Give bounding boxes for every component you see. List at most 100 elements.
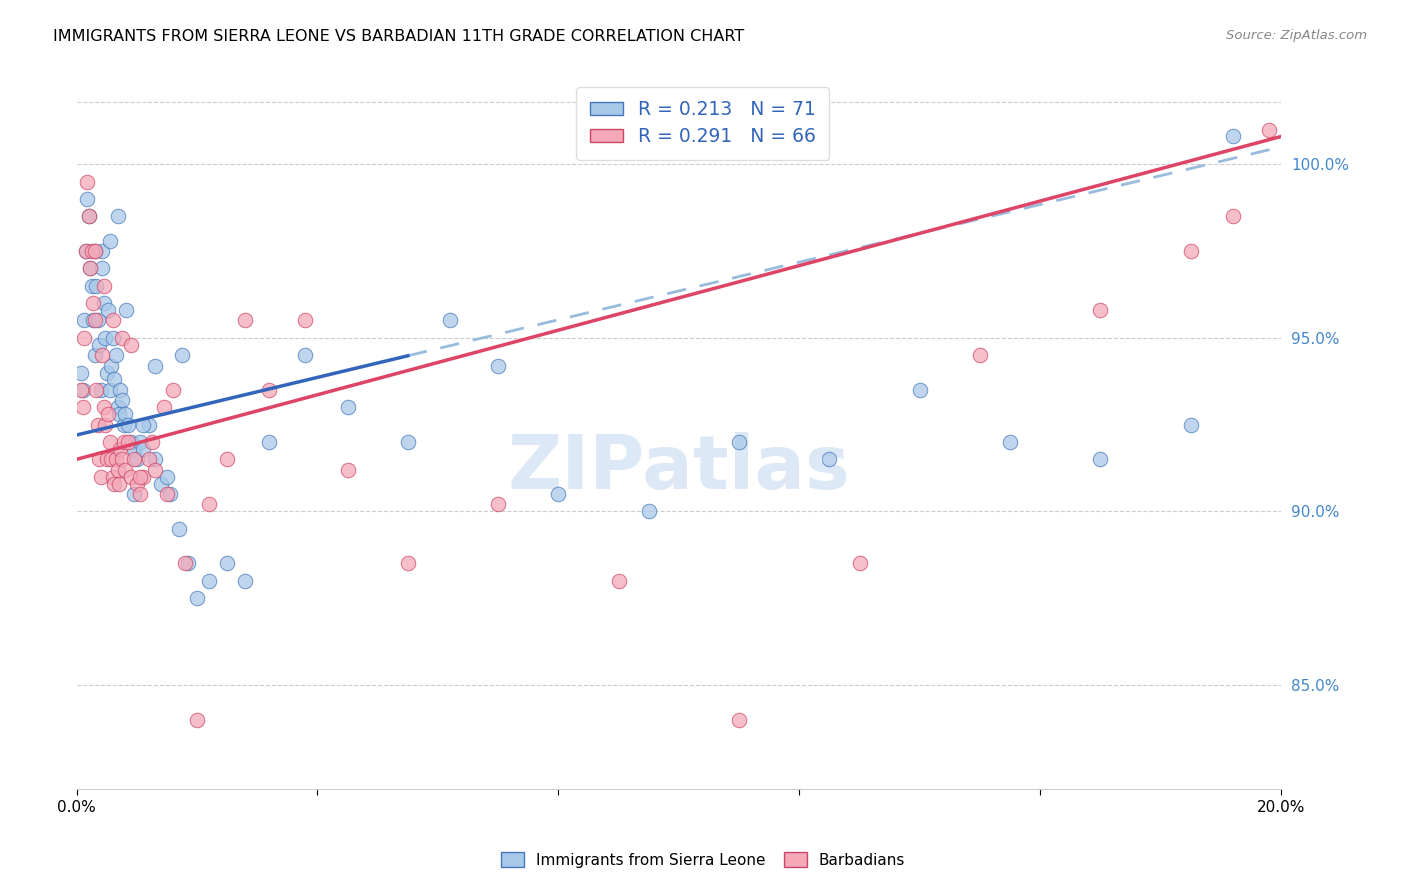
Point	[125, 476, 148, 491]
Point	[198, 498, 221, 512]
Point	[128, 434, 150, 449]
Point	[111, 452, 134, 467]
Point	[77, 209, 100, 223]
Point	[75, 244, 97, 258]
Point	[1222, 209, 1244, 223]
Point	[83, 313, 105, 327]
Point	[98, 383, 121, 397]
Point	[125, 452, 148, 467]
Point	[94, 331, 117, 345]
Point	[122, 452, 145, 467]
Point	[101, 331, 124, 345]
Point	[122, 487, 145, 501]
Point	[728, 434, 751, 449]
Point	[90, 469, 112, 483]
Point	[217, 452, 239, 467]
Point	[233, 574, 256, 588]
Point	[186, 591, 208, 606]
Point	[84, 383, 107, 397]
Point	[103, 476, 125, 491]
Point	[128, 469, 150, 483]
Point	[100, 359, 122, 373]
Point	[132, 442, 155, 456]
Point	[70, 383, 93, 397]
Point	[177, 557, 200, 571]
Point	[108, 442, 131, 456]
Point	[143, 452, 166, 467]
Point	[396, 557, 419, 571]
Point	[138, 452, 160, 467]
Point	[1090, 452, 1112, 467]
Point	[107, 401, 129, 415]
Point	[117, 434, 139, 449]
Text: Source: ZipAtlas.com: Source: ZipAtlas.com	[1226, 29, 1367, 42]
Point	[198, 574, 221, 588]
Point	[728, 713, 751, 727]
Point	[114, 463, 136, 477]
Point	[138, 417, 160, 432]
Point	[112, 417, 135, 432]
Point	[101, 469, 124, 483]
Point	[93, 296, 115, 310]
Point	[82, 313, 104, 327]
Point	[79, 261, 101, 276]
Point	[174, 557, 197, 571]
Point	[115, 303, 138, 318]
Point	[486, 359, 509, 373]
Point	[72, 383, 94, 397]
Point	[1180, 417, 1202, 432]
Point	[336, 463, 359, 477]
Point	[89, 338, 111, 352]
Text: ZIPatlas: ZIPatlas	[508, 433, 851, 506]
Point	[80, 278, 103, 293]
Point	[217, 557, 239, 571]
Point	[186, 713, 208, 727]
Point	[107, 407, 129, 421]
Point	[170, 348, 193, 362]
Point	[80, 244, 103, 258]
Point	[111, 331, 134, 345]
Text: IMMIGRANTS FROM SIERRA LEONE VS BARBADIAN 11TH GRADE CORRELATION CHART: IMMIGRANTS FROM SIERRA LEONE VS BARBADIA…	[53, 29, 745, 44]
Point	[100, 452, 122, 467]
Point	[141, 434, 163, 449]
Point	[153, 401, 176, 415]
Point	[294, 313, 316, 327]
Point	[97, 303, 120, 318]
Point	[86, 417, 108, 432]
Point	[86, 313, 108, 327]
Point	[76, 192, 98, 206]
Point	[70, 366, 93, 380]
Point	[969, 348, 991, 362]
Point	[89, 452, 111, 467]
Point	[1180, 244, 1202, 258]
Point	[233, 313, 256, 327]
Point	[1258, 122, 1281, 136]
Point	[396, 434, 419, 449]
Point	[107, 476, 129, 491]
Point	[79, 261, 101, 276]
Point	[98, 234, 121, 248]
Point	[128, 487, 150, 501]
Point	[93, 401, 115, 415]
Point	[75, 244, 97, 258]
Point	[108, 383, 131, 397]
Point	[96, 366, 118, 380]
Point	[96, 452, 118, 467]
Point	[83, 244, 105, 258]
Point	[90, 244, 112, 258]
Point	[818, 452, 841, 467]
Legend: R = 0.213   N = 71, R = 0.291   N = 66: R = 0.213 N = 71, R = 0.291 N = 66	[576, 87, 830, 160]
Point	[82, 296, 104, 310]
Point	[117, 417, 139, 432]
Point	[97, 407, 120, 421]
Point	[637, 504, 659, 518]
Point	[77, 209, 100, 223]
Point	[114, 407, 136, 421]
Point	[72, 401, 94, 415]
Point	[112, 434, 135, 449]
Point	[1090, 303, 1112, 318]
Point	[162, 383, 184, 397]
Point	[143, 463, 166, 477]
Point	[294, 348, 316, 362]
Point	[90, 383, 112, 397]
